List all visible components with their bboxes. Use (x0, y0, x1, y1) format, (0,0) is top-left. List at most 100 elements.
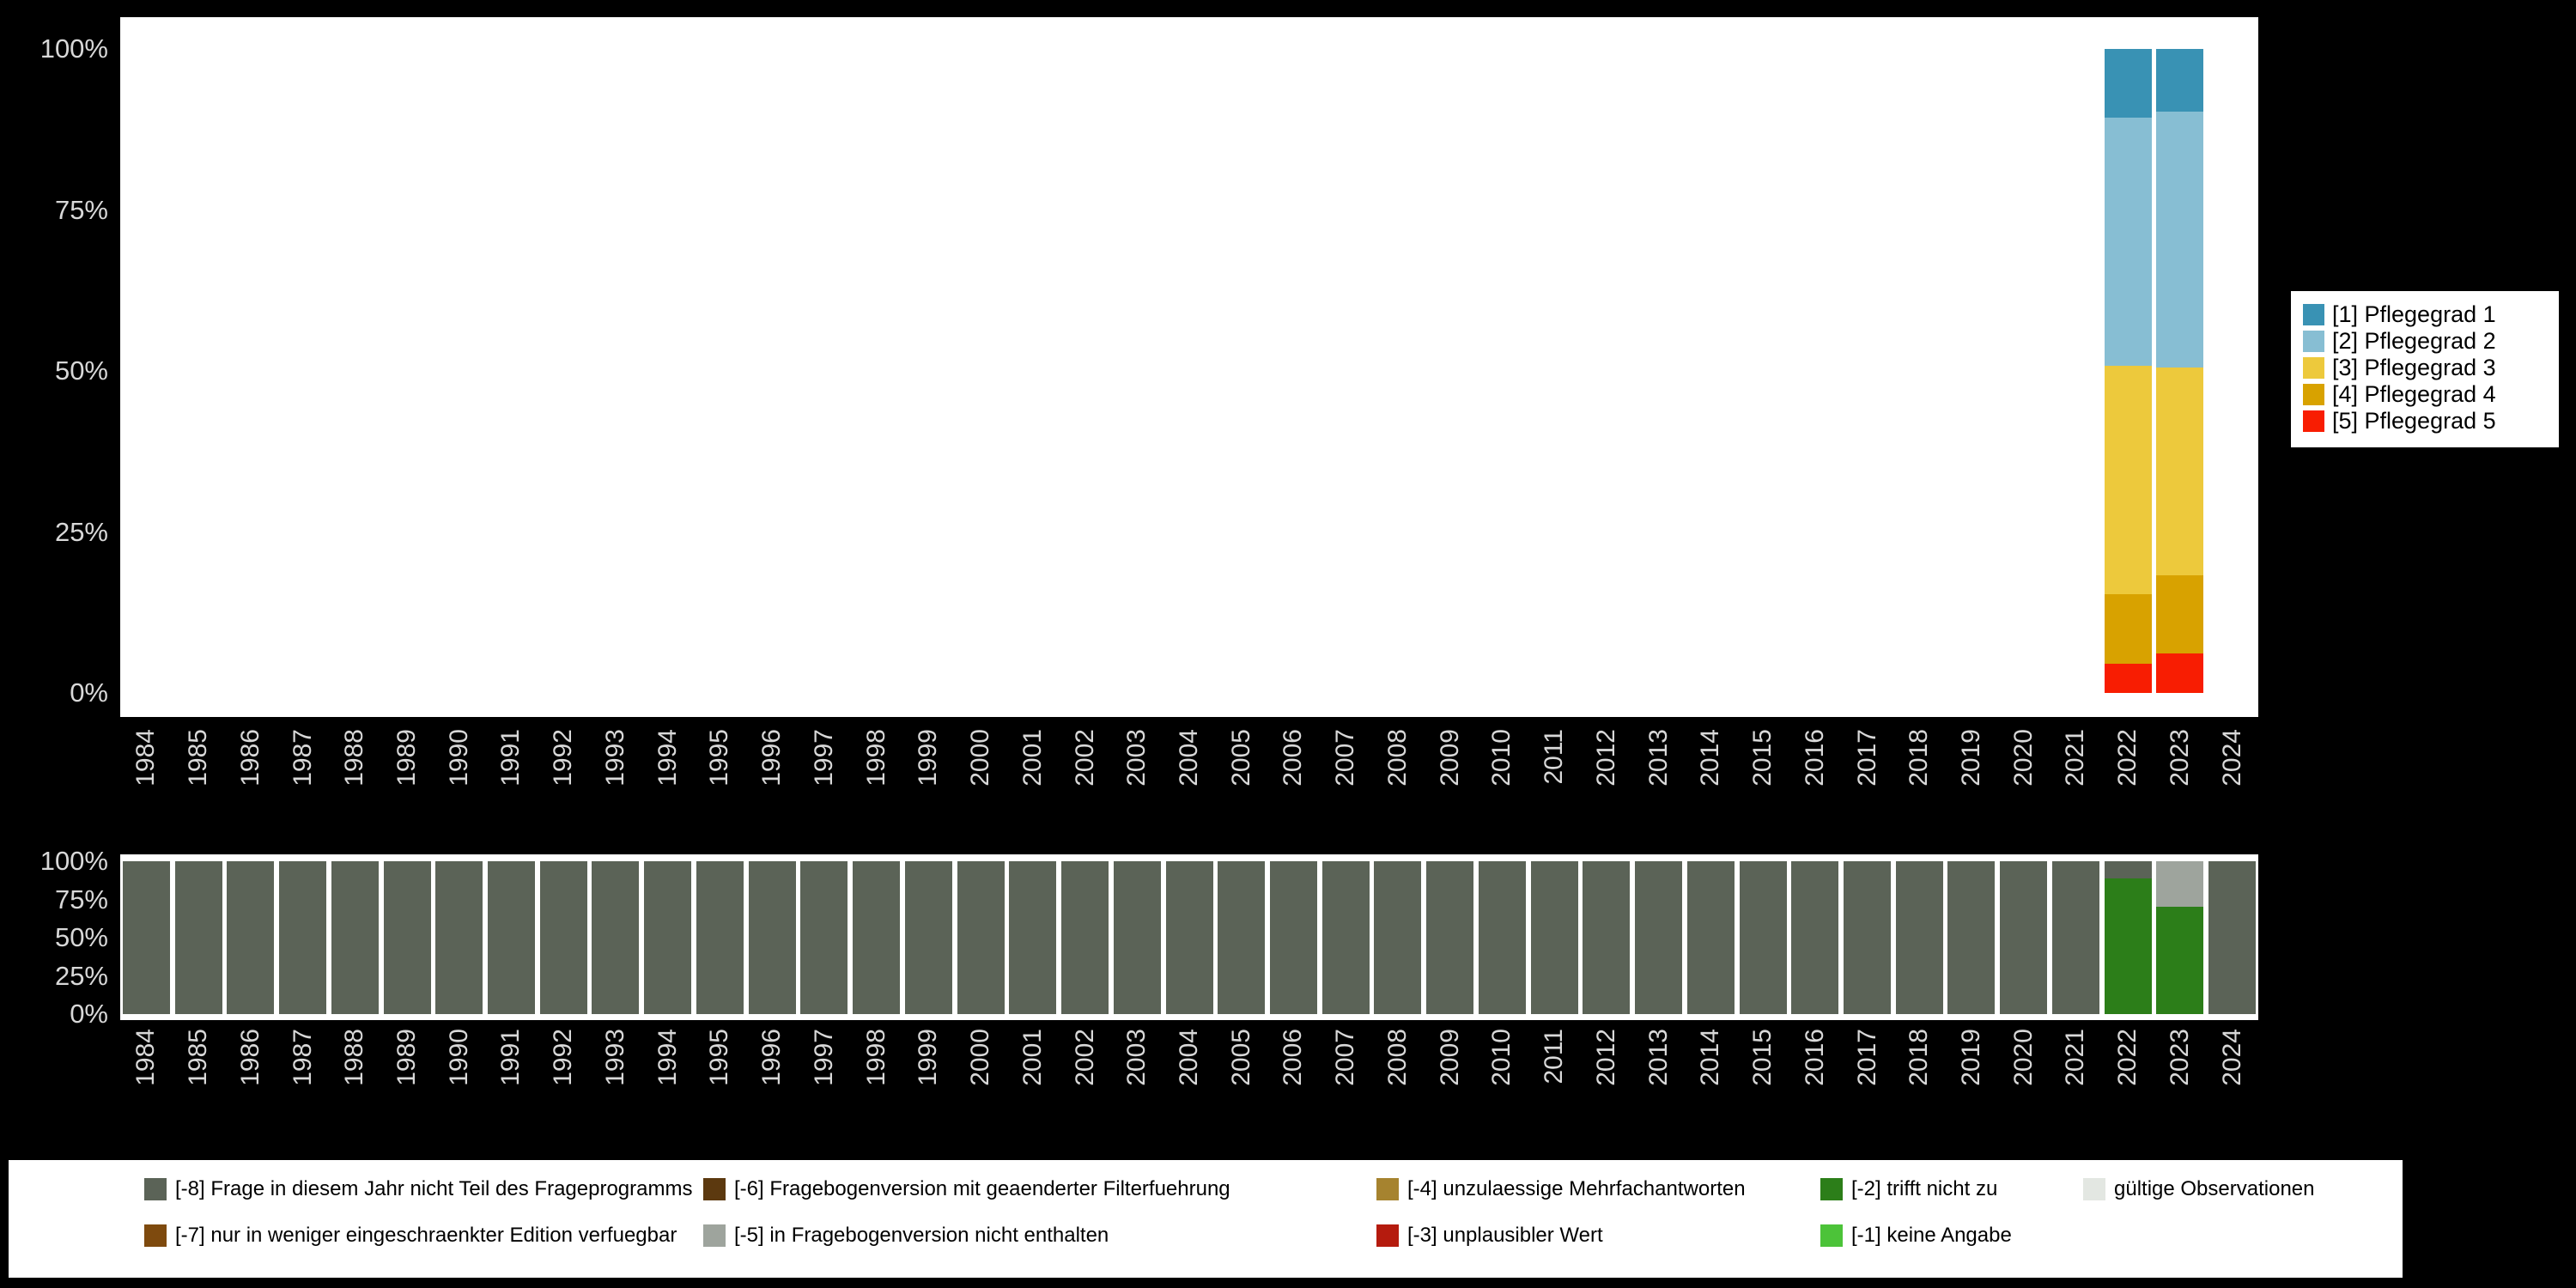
x-tick-text: 1991 (496, 729, 526, 787)
legend-swatch (2303, 304, 2324, 325)
x-tick-label: 2014 (1692, 729, 1729, 858)
x-tick-text: 2005 (1226, 729, 1255, 787)
x-tick-text: 1999 (914, 1029, 943, 1086)
x-tick-text: 1987 (288, 729, 317, 787)
legend-item: [-6] Fragebogenversion mit geaenderter F… (703, 1176, 1230, 1202)
x-tick-text: 1995 (705, 729, 734, 787)
y-tick-label: 100% (39, 846, 108, 876)
x-tick-label: 2002 (1066, 1029, 1104, 1157)
missing-codes-legend: [-8] Frage in diesem Jahr nicht Teil des… (9, 1160, 2403, 1278)
bar-segment (748, 861, 796, 1014)
x-tick-label: 2003 (1118, 1029, 1156, 1157)
legend-label: [5] Pflegegrad 5 (2332, 408, 2496, 434)
legend-swatch (703, 1178, 726, 1200)
bar-segment (1165, 861, 1213, 1014)
bar-segment (2156, 653, 2204, 693)
x-tick-text: 2011 (1540, 1029, 1569, 1084)
bar-segment (2104, 861, 2152, 878)
bar-segment (174, 861, 222, 1014)
x-tick-label: 2010 (1483, 1029, 1521, 1157)
legend-swatch (1820, 1178, 1843, 1200)
y-tick-label: 75% (54, 884, 108, 914)
x-tick-label: 2019 (1953, 729, 1990, 858)
x-tick-label: 1996 (753, 1029, 791, 1157)
x-tick-label: 1985 (179, 1029, 217, 1157)
legend-label: [2] Pflegegrad 2 (2332, 328, 2496, 354)
x-tick-label: 2018 (1900, 1029, 1938, 1157)
legend-swatch (144, 1224, 167, 1247)
x-tick-text: 2017 (1852, 729, 1881, 787)
pflegegrad-legend: [1] Pflegegrad 1 [2] Pflegegrad 2 [3] Pfle… (2291, 291, 2559, 447)
bar-segment (2156, 574, 2204, 654)
legend-item: [2] Pflegegrad 2 (2303, 328, 2559, 355)
x-tick-text: 2013 (1643, 729, 1673, 787)
x-tick-text: 1987 (288, 1029, 317, 1086)
y-tick-label: 0% (70, 999, 108, 1029)
x-tick-text: 2012 (1591, 1029, 1620, 1086)
x-tick-text: 2024 (2217, 1029, 2246, 1086)
x-tick-text: 2000 (966, 1029, 995, 1086)
x-tick-text: 2006 (1279, 1029, 1308, 1086)
bar-segment (2104, 118, 2152, 366)
bar-segment (435, 861, 483, 1014)
x-tick-label: 2009 (1431, 729, 1469, 858)
legend-item: [-4] unzulaessige Mehrfachantworten (1376, 1176, 1746, 1202)
legend-label: [-5] in Fragebogenversion nicht enthalte… (734, 1224, 1109, 1247)
x-tick-label: 1993 (597, 1029, 635, 1157)
x-tick-text: 2023 (2165, 729, 2194, 787)
x-tick-label: 1987 (284, 1029, 322, 1157)
x-tick-label: 2021 (2057, 729, 2094, 858)
x-tick-label: 1990 (440, 1029, 478, 1157)
x-tick-text: 2023 (2165, 1029, 2194, 1086)
bar-segment (904, 861, 952, 1014)
x-tick-label: 1993 (597, 729, 635, 858)
x-tick-text: 1988 (340, 729, 369, 787)
y-tick-label: 0% (70, 677, 108, 708)
x-tick-text: 1992 (549, 1029, 578, 1086)
bar-segment (539, 861, 587, 1014)
bar-segment (800, 861, 848, 1014)
x-tick-label: 1989 (388, 729, 426, 858)
x-tick-text: 2016 (1800, 729, 1829, 787)
x-tick-text: 1986 (235, 729, 264, 787)
x-tick-label: 2012 (1588, 729, 1625, 858)
x-tick-text: 1990 (444, 729, 473, 787)
y-tick-label: 50% (54, 922, 108, 952)
x-tick-label: 2006 (1274, 729, 1312, 858)
legend-item: [5] Pflegegrad 5 (2303, 408, 2559, 434)
x-tick-label: 2021 (2057, 1029, 2094, 1157)
bar-segment (2156, 49, 2204, 112)
legend-item: [1] Pflegegrad 1 (2303, 301, 2559, 328)
bar-segment (1686, 861, 1735, 1014)
bar-segment (2156, 368, 2204, 575)
x-tick-label: 2024 (2214, 1029, 2251, 1157)
x-tick-label: 2023 (2161, 729, 2199, 858)
x-tick-text: 1995 (705, 1029, 734, 1086)
legend-label: gültige Observationen (2114, 1177, 2315, 1200)
x-tick-label: 2010 (1483, 729, 1521, 858)
x-tick-text: 1989 (392, 729, 422, 787)
x-tick-label: 1999 (909, 1029, 947, 1157)
x-tick-text: 2018 (1905, 1029, 1934, 1086)
x-tick-label: 2013 (1640, 729, 1678, 858)
x-tick-label: 1988 (336, 1029, 374, 1157)
x-tick-label: 1986 (232, 729, 270, 858)
x-tick-text: 2019 (1956, 1029, 1985, 1086)
legend-swatch (2303, 357, 2324, 379)
x-tick-label: 2005 (1223, 1029, 1261, 1157)
legend-label: [-3] unplausibler Wert (1407, 1224, 1603, 1247)
x-tick-text: 1993 (600, 1029, 629, 1086)
bar-segment (1374, 861, 1422, 1014)
bar-segment (2156, 907, 2204, 1014)
bar-segment (1583, 861, 1631, 1014)
legend-item: [-2] trifft nicht zu (1820, 1176, 1997, 1202)
x-tick-label: 2022 (2109, 1029, 2147, 1157)
bar-segment (696, 861, 744, 1014)
x-tick-text: 2008 (1382, 729, 1412, 787)
x-tick-text: 1998 (861, 1029, 890, 1086)
x-tick-text: 2021 (2061, 1029, 2090, 1086)
x-tick-label: 1994 (649, 1029, 687, 1157)
bar-segment (2104, 49, 2152, 118)
x-tick-text: 1989 (392, 1029, 422, 1086)
bar-segment (1791, 861, 1839, 1014)
